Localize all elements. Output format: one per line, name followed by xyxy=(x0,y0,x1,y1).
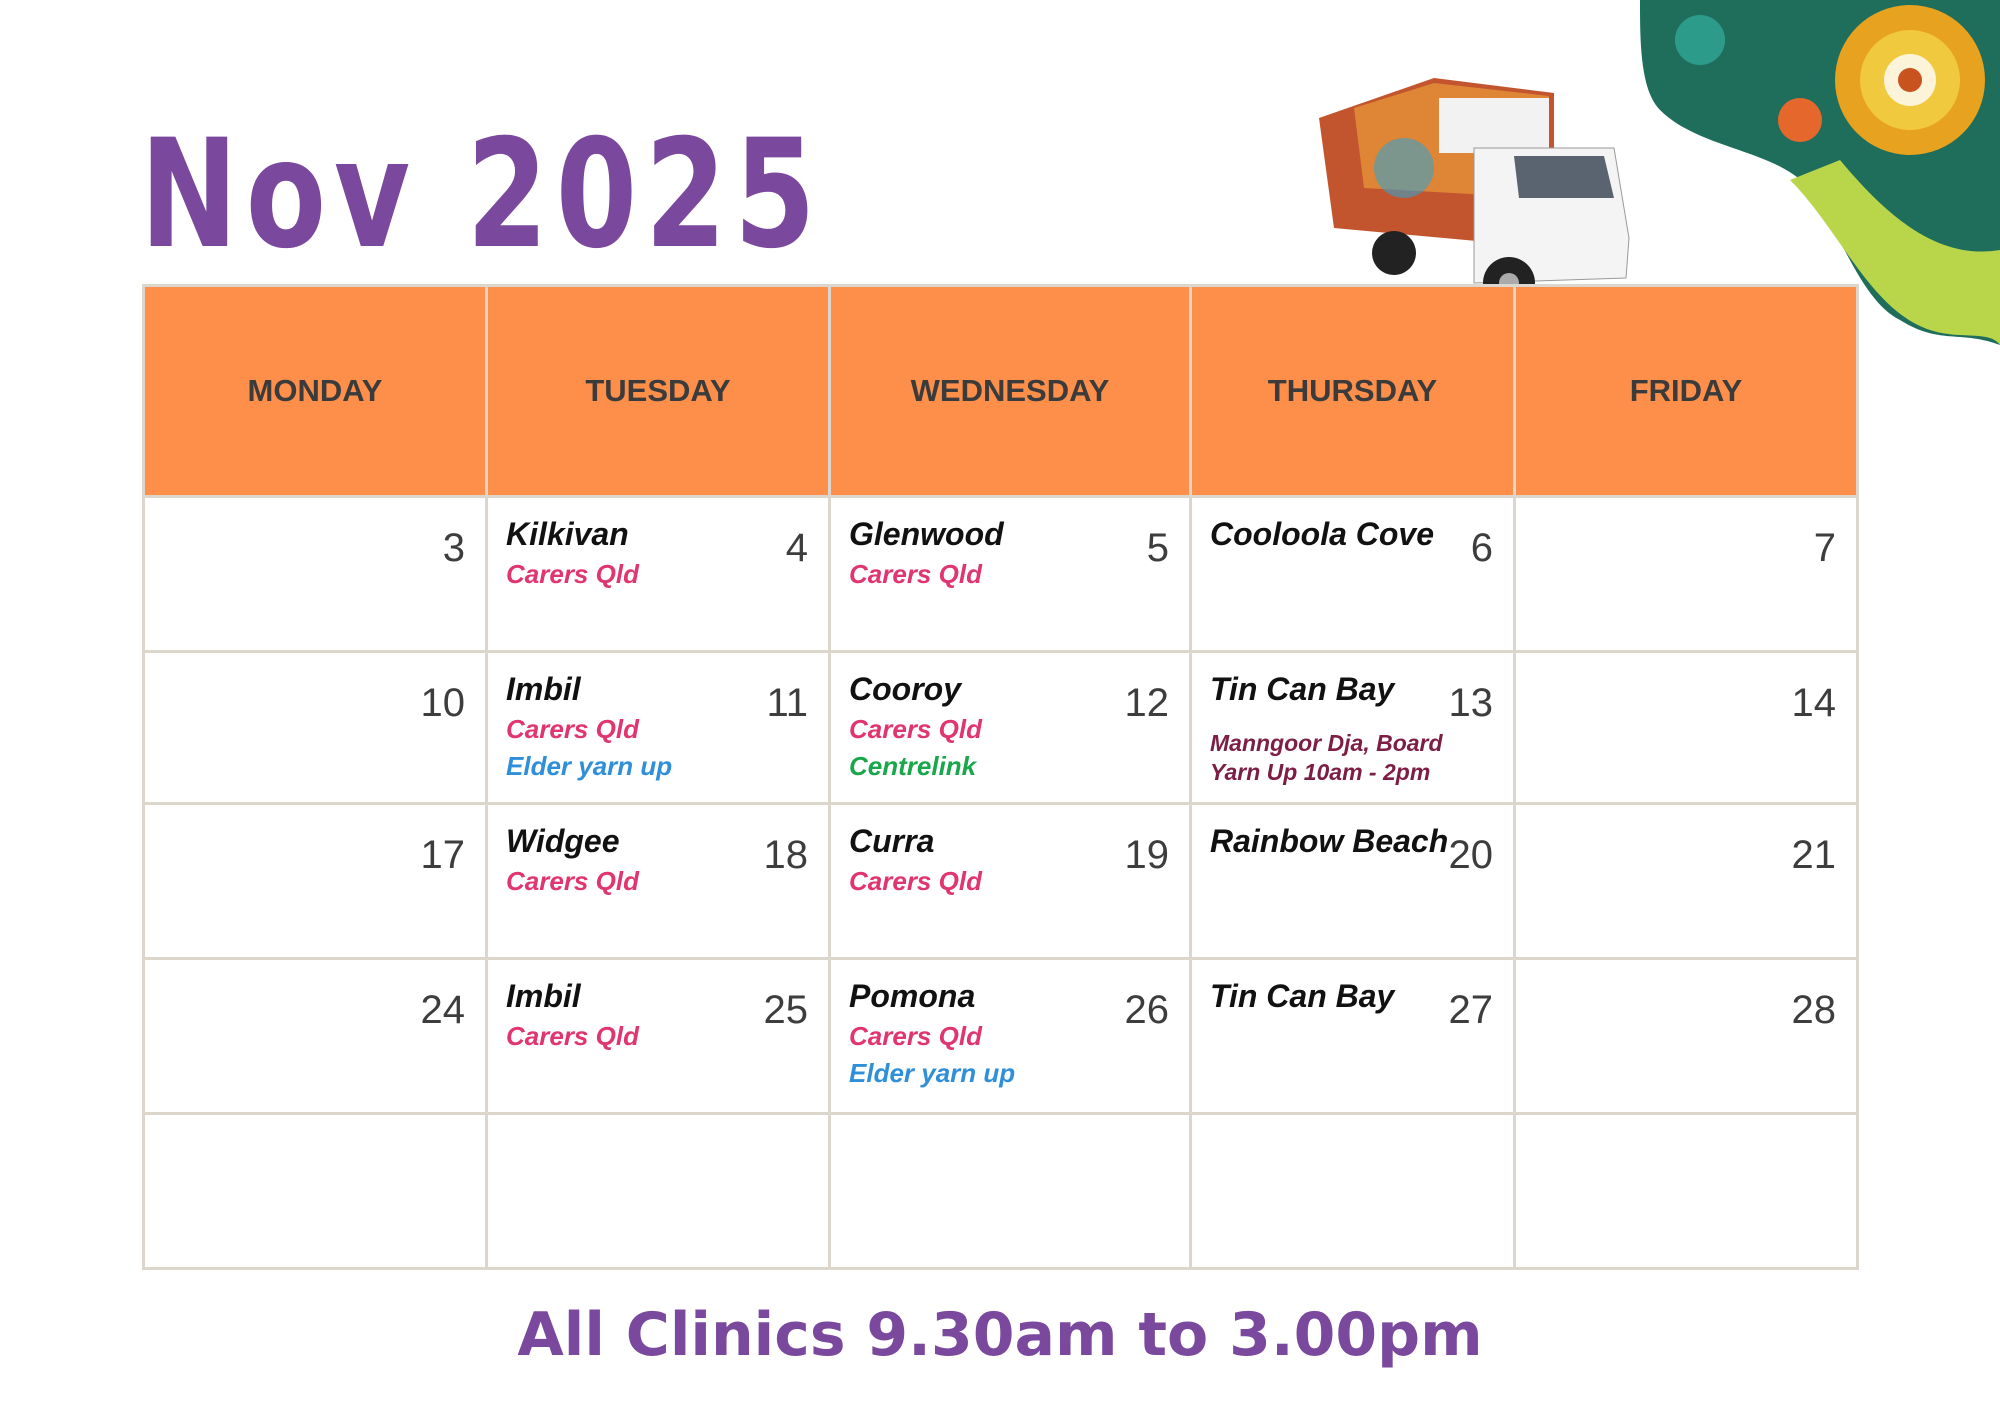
location-name: Cooloola Cove xyxy=(1210,516,1435,552)
day-cell[interactable]: 18 Widgee Carers Qld xyxy=(485,802,831,960)
location-name: Rainbow Beach xyxy=(1210,823,1449,859)
week-row: 17 18 Widgee Carers Qld 19 Curra Carers Qld 20 R… xyxy=(142,802,1859,960)
day-number: 28 xyxy=(1791,988,1837,1032)
day-cell[interactable] xyxy=(828,1112,1192,1270)
location-name: Glenwood xyxy=(849,516,1004,552)
clinic-location: Tin Can Bay Manngoor Dja, Board Yarn Up 10… xyxy=(1210,671,1443,786)
day-cell[interactable] xyxy=(1189,1112,1516,1270)
day-number: 12 xyxy=(1124,681,1170,725)
day-header-monday: MONDAY xyxy=(142,284,488,498)
day-number: 21 xyxy=(1791,833,1837,877)
location-name: Widgee xyxy=(506,823,620,859)
week-row: 24 25 Imbil Carers Qld 26 Pomona Carers Qld Eld… xyxy=(142,957,1859,1115)
day-cell[interactable]: 5 Glenwood Carers Qld xyxy=(828,495,1192,653)
event-carers: Carers Qld xyxy=(849,714,982,744)
location-name: Tin Can Bay xyxy=(1210,671,1395,707)
day-number: 18 xyxy=(763,833,809,877)
clinic-location: Curra Carers Qld xyxy=(849,823,982,897)
location-name: Tin Can Bay xyxy=(1210,978,1395,1014)
day-number: 26 xyxy=(1124,988,1170,1032)
day-number: 6 xyxy=(1470,526,1493,570)
day-number: 5 xyxy=(1146,526,1169,570)
day-number: 3 xyxy=(442,526,465,570)
clinic-location: Cooloola Cove xyxy=(1210,516,1434,553)
day-number: 27 xyxy=(1448,988,1494,1032)
day-cell[interactable]: 14 xyxy=(1513,650,1859,805)
day-number: 13 xyxy=(1448,681,1494,725)
day-cell[interactable]: 4 Kilkivan Carers Qld xyxy=(485,495,831,653)
day-number: 4 xyxy=(785,526,808,570)
event-centrelink: Centrelink xyxy=(849,751,977,781)
event-carers: Carers Qld xyxy=(506,714,639,744)
clinic-location: Cooroy Carers Qld Centrelink xyxy=(849,671,982,782)
event-board: Manngoor Dja, Board xyxy=(1210,730,1443,756)
event-elder: Elder yarn up xyxy=(849,1058,1016,1088)
day-cell[interactable]: 3 xyxy=(142,495,488,653)
day-cell[interactable]: 26 Pomona Carers Qld Elder yarn up xyxy=(828,957,1192,1115)
day-cell[interactable]: 12 Cooroy Carers Qld Centrelink xyxy=(828,650,1192,805)
day-header-friday: FRIDAY xyxy=(1513,284,1859,498)
week-row: 10 11 Imbil Carers Qld Elder yarn up 12 Cooroy… xyxy=(142,650,1859,805)
location-name: Imbil xyxy=(506,671,581,707)
clinic-location: Glenwood Carers Qld xyxy=(849,516,1004,590)
day-number: 20 xyxy=(1448,833,1494,877)
calendar-grid: MONDAY TUESDAY WEDNESDAY THURSDAY FRIDAY 3 4 K… xyxy=(142,284,1859,1270)
day-number: 17 xyxy=(420,833,466,877)
day-cell[interactable] xyxy=(485,1112,831,1270)
location-name: Curra xyxy=(849,823,935,859)
aboriginal-art-decoration xyxy=(1640,0,2000,345)
clinic-location: Imbil Carers Qld Elder yarn up xyxy=(506,671,672,782)
event-carers: Carers Qld xyxy=(849,1021,982,1051)
day-cell[interactable]: 7 xyxy=(1513,495,1859,653)
clinic-location: Tin Can Bay xyxy=(1210,978,1394,1015)
day-cell[interactable]: 6 Cooloola Cove xyxy=(1189,495,1516,653)
day-header-wednesday: WEDNESDAY xyxy=(828,284,1192,498)
day-number: 19 xyxy=(1124,833,1170,877)
day-cell[interactable] xyxy=(1513,1112,1859,1270)
location-name: Kilkivan xyxy=(506,516,629,552)
day-cell[interactable] xyxy=(142,1112,488,1270)
day-cell[interactable]: 27 Tin Can Bay xyxy=(1189,957,1516,1115)
day-number: 14 xyxy=(1791,681,1837,725)
day-number: 25 xyxy=(763,988,809,1032)
event-carers: Carers Qld xyxy=(849,866,982,896)
event-elder: Elder yarn up xyxy=(506,751,673,781)
clinic-location: Widgee Carers Qld xyxy=(506,823,639,897)
day-cell[interactable]: 28 xyxy=(1513,957,1859,1115)
day-number: 7 xyxy=(1813,526,1836,570)
clinic-location: Pomona Carers Qld Elder yarn up xyxy=(849,978,1015,1089)
page-title: Nov 2025 xyxy=(140,108,824,282)
day-cell[interactable]: 13 Tin Can Bay Manngoor Dja, Board Yarn Up … xyxy=(1189,650,1516,805)
week-row: 3 4 Kilkivan Carers Qld 5 Glenwood Carers Qld 6… xyxy=(142,495,1859,653)
mobile-clinic-truck-image xyxy=(1319,78,1630,309)
location-name: Imbil xyxy=(506,978,581,1014)
clinic-location: Rainbow Beach xyxy=(1210,823,1448,860)
day-cell[interactable]: 11 Imbil Carers Qld Elder yarn up xyxy=(485,650,831,805)
event-carers: Carers Qld xyxy=(506,866,639,896)
event-board: Yarn Up 10am - 2pm xyxy=(1210,759,1431,785)
day-cell[interactable]: 24 xyxy=(142,957,488,1115)
clinic-hours-footer: All Clinics 9.30am to 3.00pm xyxy=(517,1300,1483,1370)
day-number: 10 xyxy=(420,681,466,725)
week-row xyxy=(142,1112,1859,1270)
event-carers: Carers Qld xyxy=(506,1021,639,1051)
day-cell[interactable]: 25 Imbil Carers Qld xyxy=(485,957,831,1115)
day-header-thursday: THURSDAY xyxy=(1189,284,1516,498)
day-cell[interactable]: 21 xyxy=(1513,802,1859,960)
location-name: Cooroy xyxy=(849,671,961,707)
location-name: Pomona xyxy=(849,978,976,1014)
day-cell[interactable]: 10 xyxy=(142,650,488,805)
day-cell[interactable]: 17 xyxy=(142,802,488,960)
clinic-location: Kilkivan Carers Qld xyxy=(506,516,639,590)
day-header-tuesday: TUESDAY xyxy=(485,284,831,498)
clinic-location: Imbil Carers Qld xyxy=(506,978,639,1052)
day-cell[interactable]: 19 Curra Carers Qld xyxy=(828,802,1192,960)
event-carers: Carers Qld xyxy=(849,559,982,589)
day-number: 24 xyxy=(420,988,466,1032)
day-number: 11 xyxy=(766,681,808,725)
day-cell[interactable]: 20 Rainbow Beach xyxy=(1189,802,1516,960)
event-carers: Carers Qld xyxy=(506,559,639,589)
